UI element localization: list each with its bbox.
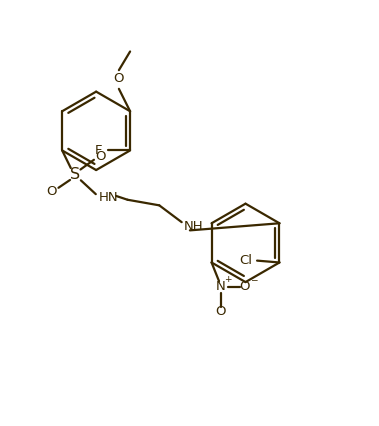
Text: O: O <box>95 150 105 163</box>
Text: HN: HN <box>98 191 118 204</box>
Text: −: − <box>250 275 257 284</box>
Text: O: O <box>46 185 56 198</box>
Text: Cl: Cl <box>240 254 252 267</box>
Text: S: S <box>70 167 80 182</box>
Text: O: O <box>114 72 124 85</box>
Text: O: O <box>239 280 249 293</box>
Text: +: + <box>224 275 231 284</box>
Text: N: N <box>216 280 226 293</box>
Text: F: F <box>95 144 102 157</box>
Text: O: O <box>216 305 226 317</box>
Text: NH: NH <box>184 220 204 233</box>
